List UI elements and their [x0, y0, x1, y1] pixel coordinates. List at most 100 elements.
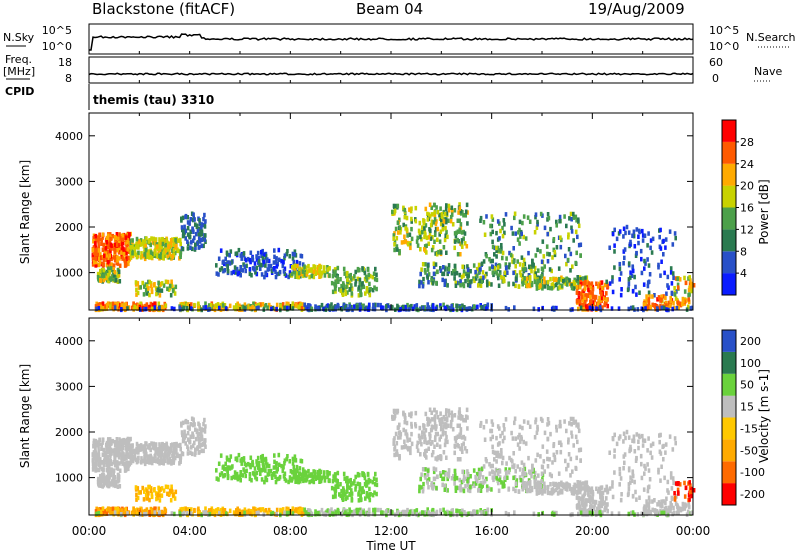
power-cell-2416 [663, 270, 666, 276]
power-cell-582 [112, 267, 115, 272]
power-cell-463 [132, 251, 136, 256]
power-cell-2085 [489, 258, 493, 264]
power-cell-2135 [559, 244, 563, 250]
power-cell-743 [146, 304, 150, 310]
velocity-cell-1178 [226, 474, 230, 479]
velocity-cell-1439 [406, 507, 409, 513]
velocity-cell-1961 [474, 481, 478, 486]
power-cell-2040 [570, 217, 573, 222]
power-cell-8 [108, 259, 111, 264]
power-cell-1163 [228, 261, 232, 266]
velocity-cell-509 [202, 441, 205, 447]
power-cell-1682 [424, 206, 428, 212]
velocity-cell-2120 [569, 416, 573, 422]
velocity-cell-472 [167, 449, 170, 454]
power-cell-1480 [308, 303, 311, 308]
power-cell-2372 [580, 294, 584, 300]
power-cell-1622 [453, 231, 457, 236]
power-cell-1215 [305, 272, 309, 277]
power-cell-552 [204, 233, 207, 238]
velocity-cell-2127 [534, 458, 538, 463]
velocity-cell-1737 [450, 410, 454, 415]
velocity-cell-473 [144, 452, 148, 458]
velocity-cell-671 [142, 497, 146, 502]
velocity-cell-1714 [446, 439, 449, 445]
velocity-cell-2227 [538, 480, 541, 486]
power-cell-1936 [442, 271, 446, 277]
power-cell-246 [105, 235, 109, 241]
velocity-cell-566 [192, 417, 195, 422]
power-cell-1297 [362, 284, 365, 289]
power-cell-1753 [439, 250, 443, 255]
power-cell-195 [98, 259, 102, 265]
power-cell-826 [153, 301, 156, 306]
power-cell-839 [150, 306, 154, 312]
velocity-cell-2069 [526, 420, 530, 425]
velocity-cell-1259 [328, 478, 331, 483]
velocity-cell-1377 [361, 486, 364, 491]
velocity-cell-967 [249, 509, 252, 514]
velocity-cell-1653 [431, 417, 434, 422]
power-cell-1366 [356, 268, 360, 273]
velocity-cell-1520 [353, 509, 356, 514]
power-cell-1758 [403, 207, 407, 213]
power-cell-1701 [434, 221, 438, 226]
power-cell-1909 [466, 273, 469, 279]
power-cell-641 [113, 273, 116, 278]
power-cell-1317 [358, 277, 362, 283]
power-cell-1099 [253, 261, 257, 266]
velocity-cell-1750 [458, 411, 462, 416]
velocity-cell-300 [162, 461, 165, 466]
velocity-cell-1940 [506, 475, 509, 480]
velocity-cell-694 [153, 487, 156, 492]
power-cell-2494 [657, 262, 660, 268]
velocity-cell-1213 [323, 475, 327, 480]
power-cell-1576 [393, 239, 397, 244]
power-cell-1520 [353, 304, 356, 309]
velocity-cell-1366 [356, 473, 360, 478]
power-cell-1288 [364, 291, 367, 296]
power-cell-2087 [511, 259, 514, 264]
velocity-cell-2031 [491, 422, 495, 427]
power-cell-1654 [435, 219, 438, 224]
velocity-cell-1454 [388, 510, 392, 515]
power-cell-2060 [536, 219, 539, 225]
power-cell-218 [110, 246, 113, 251]
power-cell-1148 [272, 260, 276, 265]
velocity-cell-2130 [524, 441, 528, 446]
power-cell-2696 [537, 307, 540, 312]
velocity-cell-1393 [405, 512, 408, 517]
power-cell-2068 [542, 254, 546, 259]
power-cell-245 [108, 253, 111, 258]
velocity-cell-2081 [546, 464, 550, 469]
velocity-cell-2005 [491, 444, 494, 450]
power-cell-1300 [357, 293, 361, 298]
power-cell-532 [197, 231, 201, 237]
velocity-cell-1219 [308, 473, 311, 478]
velocity-cell-1214 [318, 468, 321, 474]
velocity-cell-1505 [470, 512, 474, 517]
power-cell-2431 [662, 238, 665, 244]
power-cell-1488 [376, 302, 380, 308]
velocity-cell-1155 [275, 469, 279, 474]
power-cell-712 [105, 302, 109, 308]
velocity-cell-437 [137, 450, 140, 455]
power-cell-259 [124, 263, 127, 268]
power-cell-2398 [646, 257, 649, 262]
velocity-cell-1569 [430, 410, 433, 415]
power-cell-2461 [608, 245, 611, 250]
velocity-cell-826 [153, 506, 156, 511]
velocity-cell-1369 [334, 484, 337, 489]
power-cell-2504 [671, 271, 675, 276]
power-cell-855 [293, 303, 296, 309]
power-cell-833 [111, 301, 115, 306]
power-cell-1514 [330, 302, 333, 307]
power-cell-1720 [439, 206, 442, 211]
power-cell-1289 [356, 276, 360, 282]
velocity-cell-1950 [461, 469, 464, 474]
velocity-cell-689 [155, 496, 158, 502]
power-cell-1976 [454, 283, 458, 288]
power-cell-883 [259, 302, 262, 307]
velocity-cell-1328 [372, 476, 376, 481]
velocity-cell-512 [203, 417, 206, 423]
